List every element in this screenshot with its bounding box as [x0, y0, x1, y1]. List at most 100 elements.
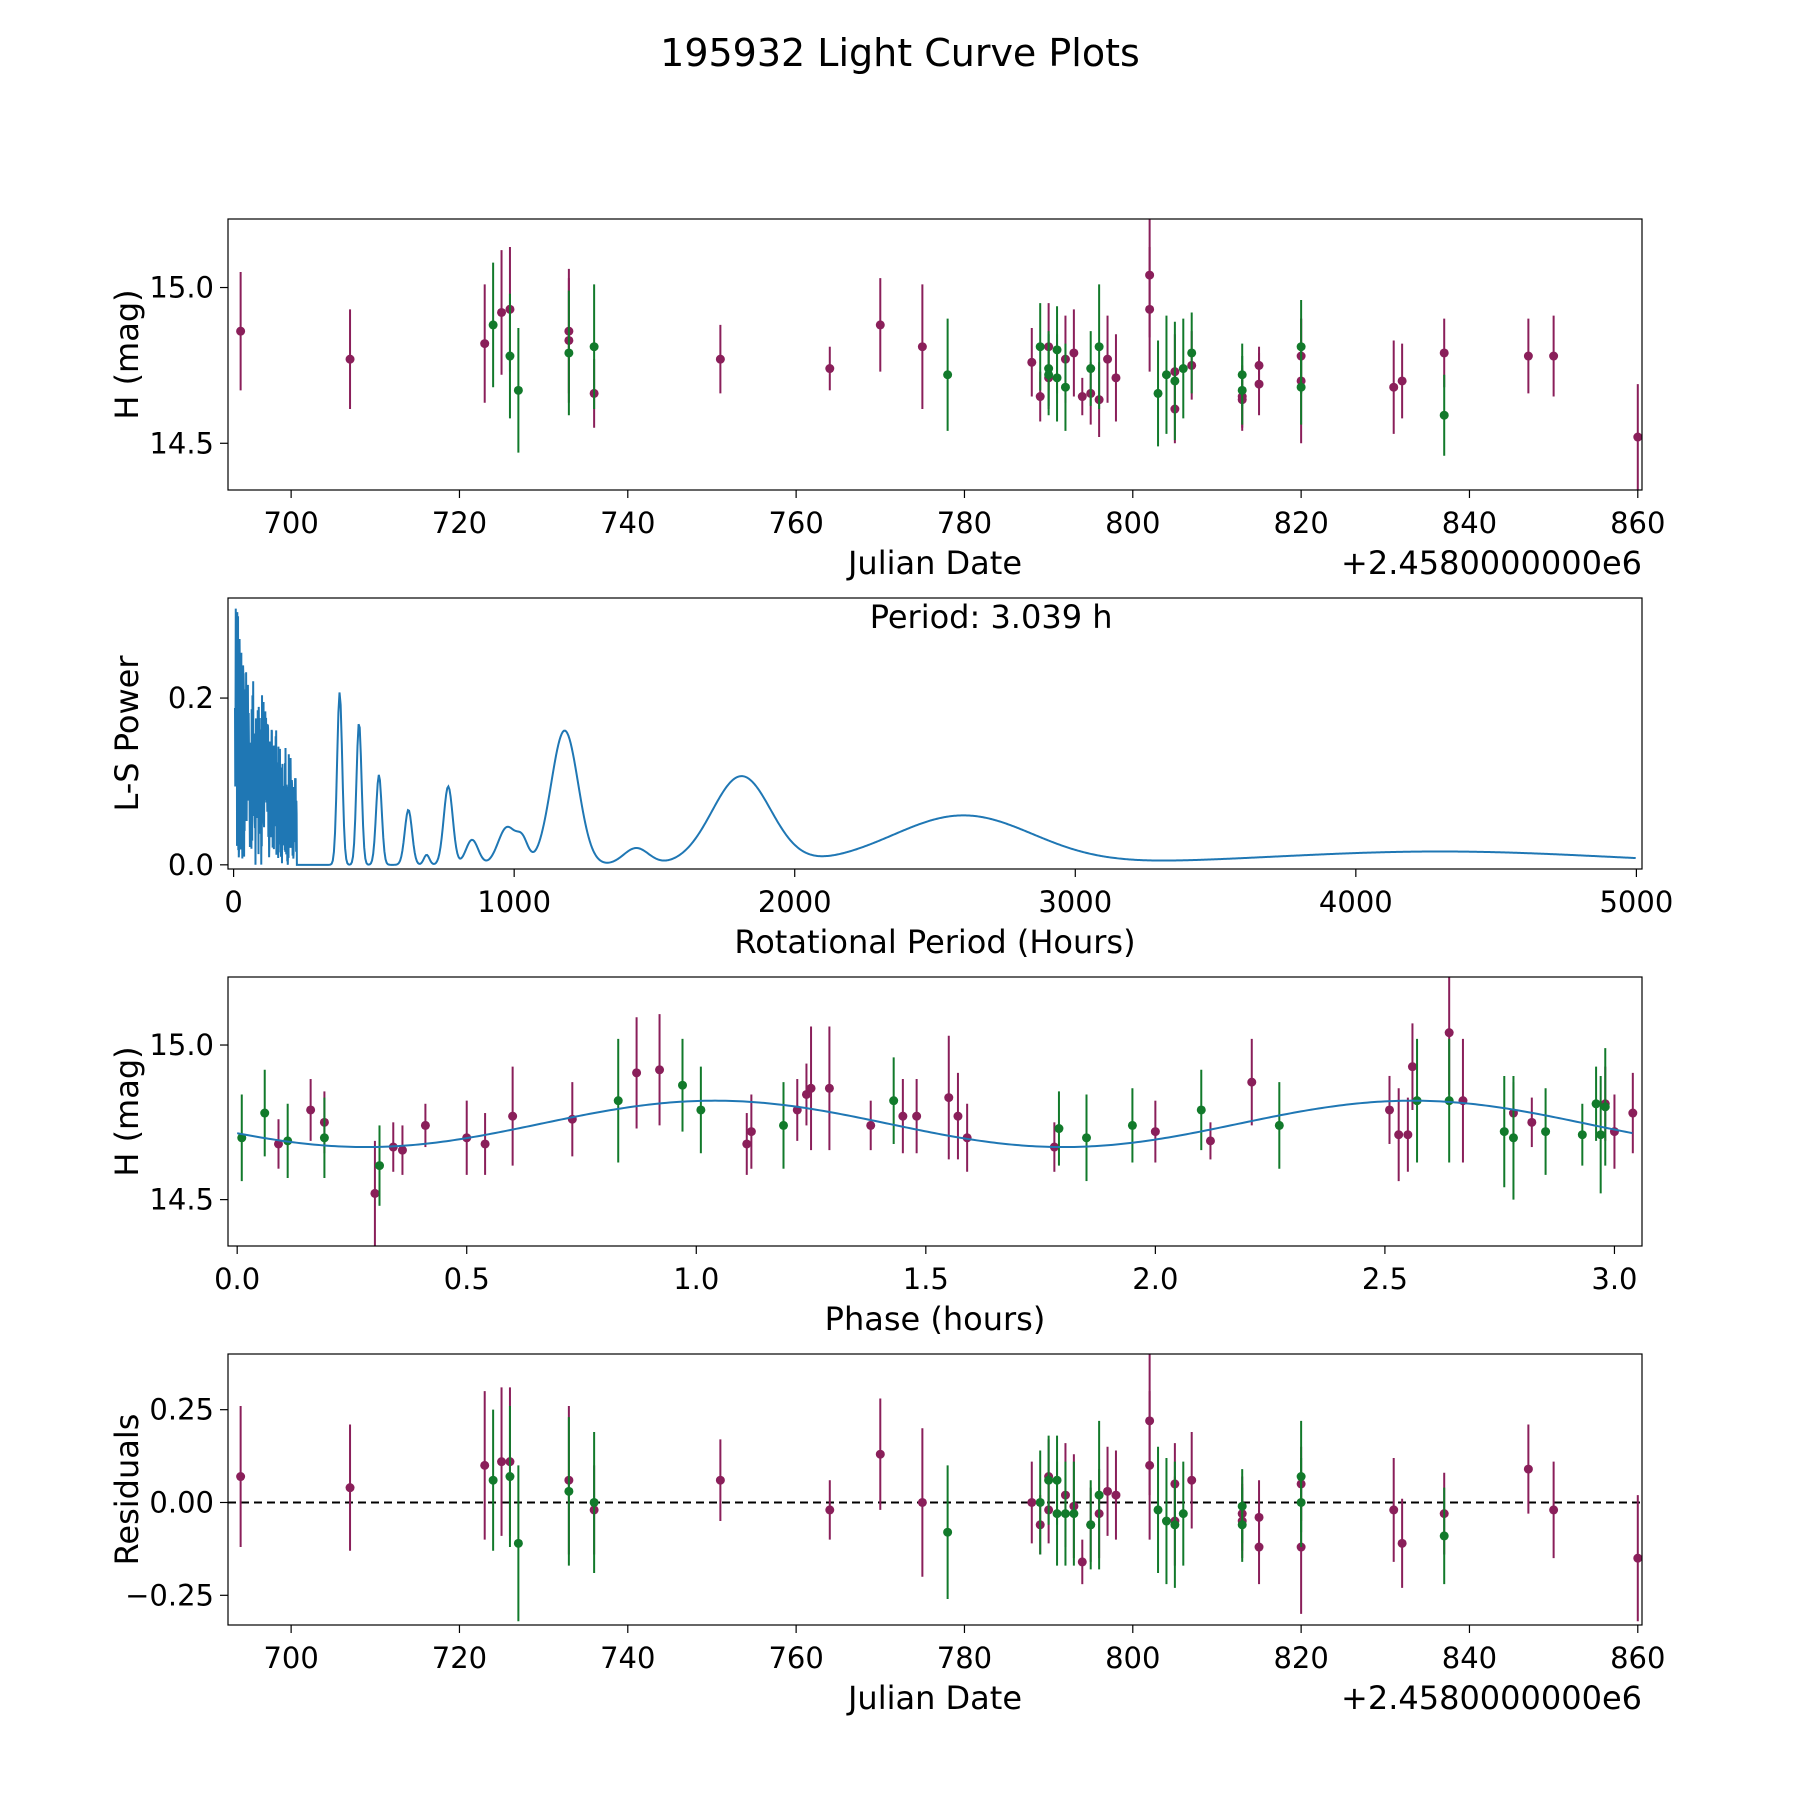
data-point: [1549, 351, 1559, 361]
x-tick-label: 800: [1105, 1641, 1160, 1675]
data-point: [953, 1111, 963, 1121]
data-point: [508, 1111, 518, 1121]
data-point: [1170, 376, 1180, 386]
data-point: [1094, 342, 1104, 352]
data-point: [564, 348, 574, 358]
data-point: [480, 1460, 490, 1470]
data-point: [898, 1111, 908, 1121]
data-point: [1145, 1460, 1155, 1470]
data-point: [1103, 1486, 1113, 1496]
data-point: [1577, 1130, 1587, 1140]
x-tick-label: 840: [1442, 1641, 1497, 1675]
x-tick-label: 820: [1273, 1641, 1328, 1675]
data-point: [1161, 1516, 1171, 1526]
y-tick-label: 14.5: [149, 1183, 214, 1217]
axes-frame: [227, 976, 1643, 1247]
data-point: [655, 1065, 665, 1075]
data-point: [806, 1083, 816, 1093]
x-tick-label: 780: [937, 506, 992, 540]
data-point: [513, 385, 523, 395]
data-point: [866, 1120, 876, 1130]
data-point: [1407, 1062, 1417, 1072]
data-point: [306, 1105, 316, 1115]
data-point: [1069, 348, 1079, 358]
data-point: [944, 1093, 954, 1103]
axes-frame: [227, 597, 1643, 870]
y-tick-label: 15.0: [149, 1028, 214, 1062]
data-point: [696, 1105, 706, 1115]
data-point: [632, 1068, 642, 1078]
x-tick-label: 2.0: [1132, 1262, 1178, 1296]
x-tick-label: 820: [1273, 506, 1328, 540]
x-tick-label: 760: [768, 506, 823, 540]
data-point: [1633, 1553, 1642, 1563]
data-point: [1633, 432, 1642, 442]
data-point: [497, 307, 507, 317]
data-point: [917, 1497, 927, 1507]
data-point: [1161, 370, 1171, 380]
data-point: [1628, 1108, 1638, 1118]
data-point: [1153, 1505, 1163, 1515]
data-point: [1523, 351, 1533, 361]
data-point: [746, 1127, 756, 1137]
data-point: [589, 1497, 599, 1507]
y-tick-label: 15.0: [149, 271, 214, 305]
data-point: [1027, 357, 1037, 367]
data-point: [1444, 1096, 1454, 1106]
lightcurve-panel: 700 720 740 760 780 800 820 840 860 14.5 15.0 Julia…: [108, 218, 1665, 582]
x-tick-label: 3000: [1038, 885, 1112, 919]
data-point: [513, 1538, 523, 1548]
data-point: [1196, 1105, 1206, 1115]
data-point: [1439, 348, 1449, 358]
axes-frame: [227, 1353, 1643, 1626]
phased-panel: 0.0 0.5 1.0 1.5 2.0 2.5 3.0 14.5 15.0 Phase (hour…: [108, 976, 1643, 1338]
data-point: [480, 339, 490, 349]
data-point: [1035, 1497, 1045, 1507]
data-point: [1052, 1509, 1062, 1519]
data-point: [825, 364, 835, 374]
data-points: [236, 977, 1638, 1246]
y-tick-label: −0.25: [125, 1578, 214, 1612]
x-tick-label: 700: [263, 506, 318, 540]
data-point: [715, 1475, 725, 1485]
data-point: [1178, 364, 1188, 374]
x-tick-label: 1000: [477, 885, 551, 919]
y-tick-label: 0.0: [168, 848, 214, 882]
data-point: [1591, 1099, 1601, 1109]
data-point: [420, 1120, 430, 1130]
y-axis-label: H (mag): [108, 289, 146, 419]
data-point: [1389, 382, 1399, 392]
data-point: [1054, 1124, 1064, 1134]
data-point: [1247, 1077, 1257, 1087]
data-point: [1596, 1130, 1606, 1140]
data-point: [943, 370, 953, 380]
x-tick-label: 740: [600, 1641, 655, 1675]
data-point: [397, 1145, 407, 1155]
data-point: [1541, 1127, 1551, 1137]
data-point: [1094, 1490, 1104, 1500]
x-tick-label: 1.5: [903, 1262, 949, 1296]
data-point: [1086, 364, 1096, 374]
data-point: [1077, 392, 1087, 402]
data-point: [824, 1083, 834, 1093]
data-point: [1254, 1542, 1264, 1552]
y-axis-label: Residuals: [108, 1414, 146, 1566]
data-point: [237, 1133, 247, 1143]
data-point: [505, 351, 515, 361]
data-point: [1035, 392, 1045, 402]
data-point: [1060, 382, 1070, 392]
period-annotation: Period: 3.039 h: [870, 598, 1113, 636]
data-point: [1060, 1509, 1070, 1519]
data-point: [1082, 1133, 1091, 1143]
data-point: [345, 1483, 355, 1493]
x-offset-label: +2.4580000000e6: [1341, 1679, 1642, 1717]
periodogram-line: [234, 608, 1636, 866]
data-point: [825, 1505, 835, 1515]
y-tick-label: 0.25: [149, 1393, 214, 1427]
x-offset-label: +2.4580000000e6: [1341, 544, 1642, 582]
data-point: [1145, 304, 1155, 314]
data-point: [1397, 376, 1407, 386]
x-tick-label: 700: [263, 1641, 318, 1675]
x-tick-label: 780: [937, 1641, 992, 1675]
